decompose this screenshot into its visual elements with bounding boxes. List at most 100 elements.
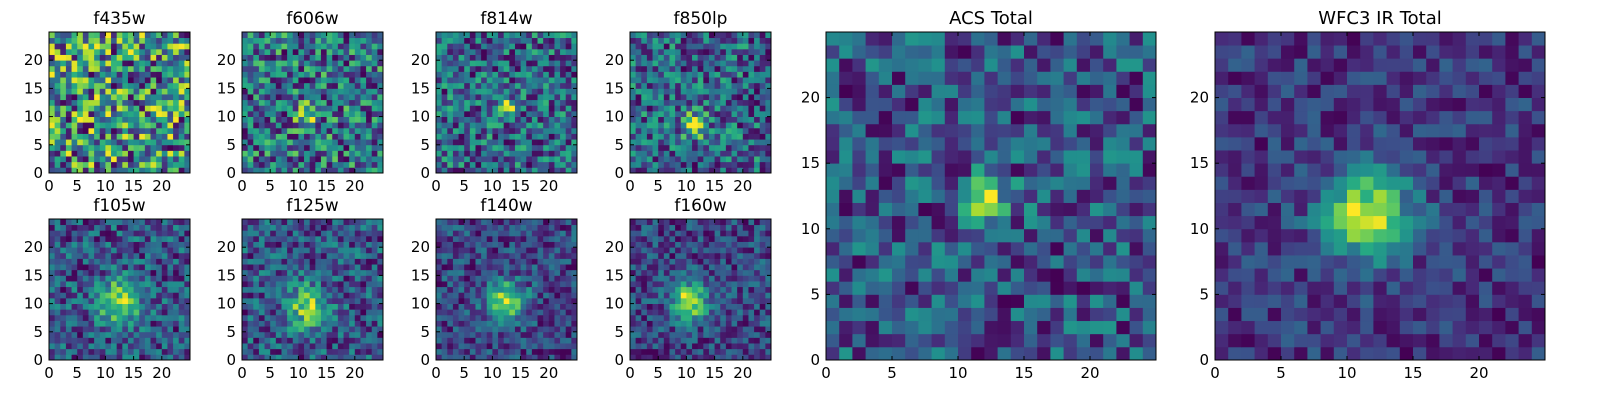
heatmap-cell <box>635 105 642 112</box>
heatmap-cell <box>82 32 89 39</box>
heatmap-cell <box>537 303 544 310</box>
heatmap-cell <box>150 43 157 50</box>
heatmap-cell <box>116 116 123 123</box>
heatmap-cell <box>759 65 766 72</box>
heatmap-cell <box>77 247 84 254</box>
heatmap-cell <box>349 331 356 338</box>
heatmap-cell <box>526 167 533 174</box>
heatmap-cell <box>161 60 168 67</box>
heatmap-cell <box>315 139 322 146</box>
heatmap-cell <box>481 144 488 151</box>
heatmap-cell <box>759 77 766 84</box>
heatmap-cell <box>669 60 676 67</box>
heatmap-cell <box>253 71 260 78</box>
heatmap-cell <box>116 235 123 242</box>
heatmap-cell <box>88 32 95 39</box>
heatmap-cell <box>139 105 146 112</box>
heatmap-cell <box>156 65 163 72</box>
heatmap-cell <box>315 320 322 327</box>
heatmap-cell <box>725 281 732 288</box>
heatmap-cell <box>360 94 367 101</box>
heatmap-cell <box>377 326 384 333</box>
heatmap-cell <box>481 94 488 101</box>
heatmap-cell <box>571 303 578 310</box>
heatmap-cell <box>184 133 191 140</box>
heatmap-cell <box>173 37 180 44</box>
heatmap-cell <box>663 116 670 123</box>
heatmap-cell <box>531 99 538 106</box>
heatmap-cell <box>520 32 527 39</box>
heatmap-cell <box>320 314 327 321</box>
heatmap-cell <box>503 314 510 321</box>
heatmap-cell <box>543 37 550 44</box>
heatmap-cell <box>371 247 378 254</box>
heatmap-cell <box>377 110 384 117</box>
heatmap-cell <box>77 252 84 259</box>
heatmap-cell <box>156 354 163 361</box>
heatmap-cell <box>127 127 134 134</box>
heatmap-cell <box>441 354 448 361</box>
heatmap-cell <box>526 37 533 44</box>
heatmap-cell <box>156 60 163 67</box>
heatmap-cell <box>326 252 333 259</box>
heatmap-cell <box>731 139 738 146</box>
heatmap-cell <box>60 258 67 265</box>
heatmap-cell <box>298 133 305 140</box>
heatmap-cell <box>765 37 772 44</box>
heatmap-cell <box>686 43 693 50</box>
heatmap-cell <box>156 94 163 101</box>
heatmap-cell <box>281 281 288 288</box>
heatmap-cell <box>127 144 134 151</box>
heatmap-cell <box>748 292 755 299</box>
heatmap-cell <box>99 133 106 140</box>
heatmap-cell <box>332 127 339 134</box>
heatmap-cell <box>264 337 271 344</box>
heatmap-cell <box>184 77 191 84</box>
heatmap-cell <box>548 133 555 140</box>
heatmap-cell <box>337 127 344 134</box>
heatmap-cell <box>173 82 180 89</box>
heatmap-cell <box>71 54 78 61</box>
heatmap-cell <box>258 235 265 242</box>
heatmap-cell <box>458 60 465 67</box>
heatmap-cell <box>65 144 72 151</box>
heatmap-cell <box>509 110 516 117</box>
heatmap-cell <box>531 77 538 84</box>
heatmap-cell <box>366 235 373 242</box>
heatmap-cell <box>275 297 282 304</box>
heatmap-cell <box>88 161 95 168</box>
heatmap-cell <box>326 88 333 95</box>
heatmap-cell <box>253 116 260 123</box>
heatmap-cell <box>737 286 744 293</box>
heatmap-cell <box>714 281 721 288</box>
heatmap-cell <box>646 150 653 157</box>
heatmap-cell <box>565 241 572 248</box>
heatmap-cell <box>60 167 67 174</box>
heatmap-cell <box>531 43 538 50</box>
heatmap-cell <box>486 32 493 39</box>
heatmap-cell <box>714 94 721 101</box>
heatmap-cell <box>703 110 710 117</box>
heatmap-cell <box>65 116 72 123</box>
heatmap-cell <box>565 99 572 106</box>
heatmap-cell <box>65 354 72 361</box>
heatmap-cell <box>139 326 146 333</box>
heatmap-cell <box>554 224 561 231</box>
heatmap-cell <box>475 331 482 338</box>
heatmap-cell <box>332 116 339 123</box>
heatmap-cell <box>88 60 95 67</box>
heatmap-cell <box>543 99 550 106</box>
heatmap-cell <box>94 32 101 39</box>
heatmap-cell <box>565 252 572 259</box>
heatmap-cell <box>332 343 339 350</box>
heatmap-cell <box>111 139 118 146</box>
heatmap-cell <box>560 326 567 333</box>
heatmap-cell <box>105 116 112 123</box>
heatmap-cell <box>167 343 174 350</box>
heatmap-cell <box>503 275 510 282</box>
heatmap-cell <box>184 241 191 248</box>
heatmap-cell <box>658 60 665 67</box>
heatmap-cell <box>99 286 106 293</box>
heatmap-cell <box>184 32 191 39</box>
heatmap-cell <box>127 258 134 265</box>
